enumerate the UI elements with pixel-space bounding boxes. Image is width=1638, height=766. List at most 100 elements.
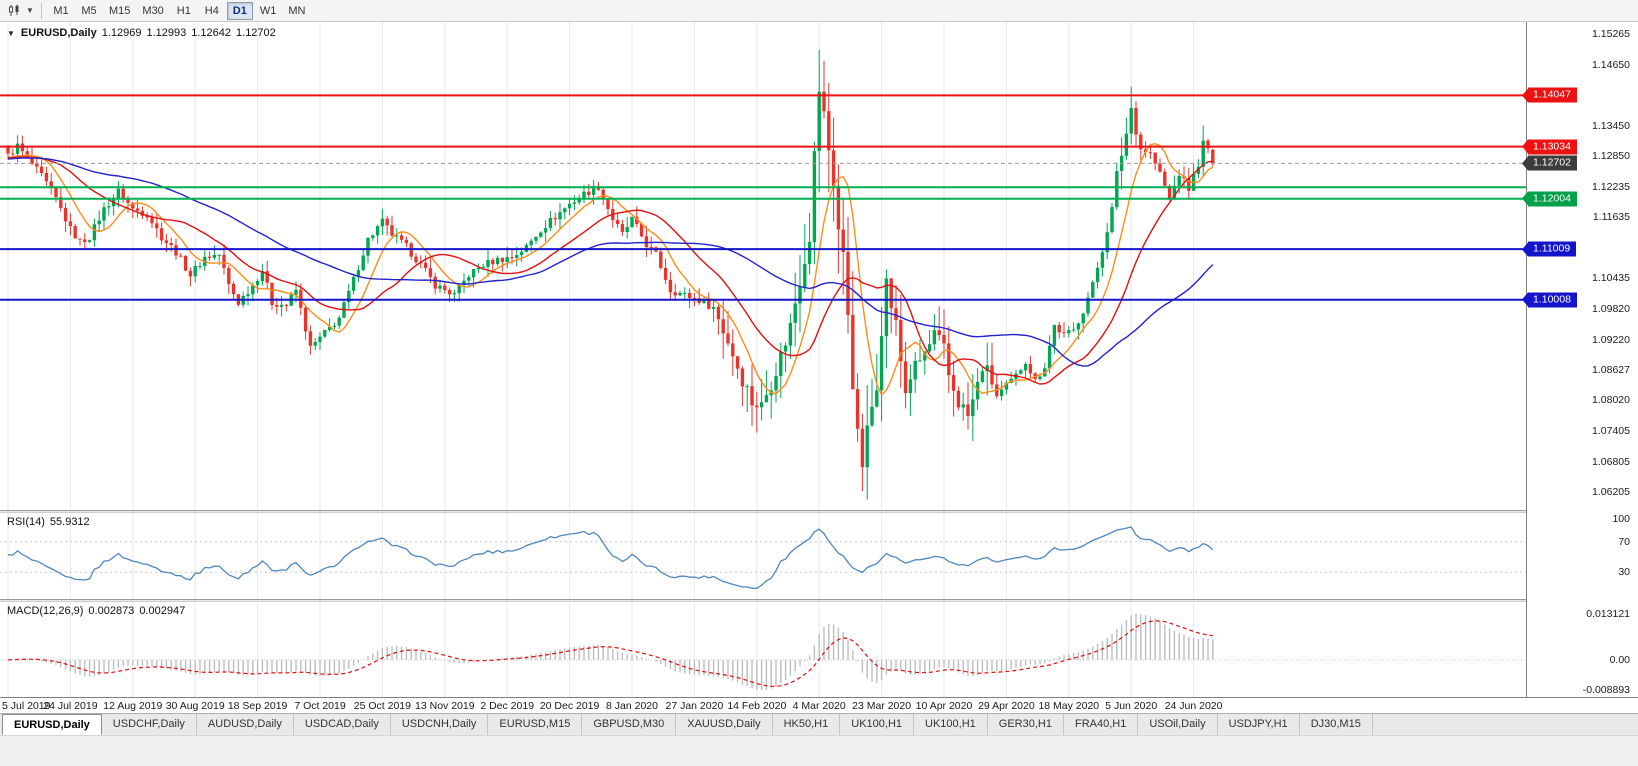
symbol-tab-UK100-H1[interactable]: UK100,H1 (840, 714, 915, 735)
symbol-tab-GBPUSD-M30[interactable]: GBPUSD,M30 (582, 714, 677, 735)
candlestick-glyph (8, 4, 18, 16)
bottom-strip (0, 735, 1638, 766)
chart-title: ▼ EURUSD,Daily 1.12969 1.12993 1.12642 1.127… (7, 27, 276, 39)
chart-symbol-label: EURUSD,Daily (20, 27, 97, 39)
price-tick: 1.07405 (1592, 425, 1630, 438)
chevron-down-icon[interactable]: ▼ (26, 6, 34, 15)
price-tick: 1.15265 (1592, 27, 1630, 40)
grid-lines (7, 22, 1195, 510)
symbol-tab-DJ30-M15[interactable]: DJ30,M15 (1300, 714, 1373, 735)
timeframe-button-D1[interactable]: D1 (226, 1, 253, 20)
candles-series (6, 49, 1215, 500)
price-tick: 1.14650 (1592, 58, 1630, 71)
date-label: 18 May 2020 (1038, 700, 1100, 712)
date-label: 23 Mar 2020 (852, 700, 912, 712)
toolbar-separator (41, 2, 42, 19)
price-flag: 1.10008 (1522, 292, 1577, 308)
date-label: 5 Jun 2020 (1105, 700, 1158, 712)
timeframe-button-M15[interactable]: M15 (109, 4, 131, 17)
date-label: 30 Aug 2019 (165, 700, 225, 712)
macd-name: MACD(12,26,9) (7, 605, 84, 617)
price-tick: 1.12850 (1592, 150, 1630, 162)
flag-notch-icon (1522, 88, 1528, 103)
symbol-tab-USDCHF-Daily[interactable]: USDCHF,Daily (102, 714, 197, 735)
date-label: 5 Jul 2019 (2, 700, 51, 712)
symbol-tab-FRA40-H1[interactable]: FRA40,H1 (1064, 714, 1139, 735)
symbol-tab-USOil-Daily[interactable]: USOil,Daily (1138, 714, 1218, 735)
price-flag: 1.12702 (1522, 155, 1577, 171)
grid-lines (7, 602, 1195, 697)
price-flag: 1.12004 (1522, 191, 1577, 207)
price-tick: 1.08020 (1592, 394, 1630, 407)
timeframe-button-H4[interactable]: H4 (204, 4, 219, 17)
flag-notch-icon (1522, 242, 1528, 257)
symbol-tab-EURUSD-M15[interactable]: EURUSD,M15 (488, 714, 583, 735)
timeframe-button-M30[interactable]: M30 (142, 4, 164, 17)
macd-axis-tick: 0.00 (1609, 653, 1630, 666)
macd-signal-value: 0.002947 (139, 605, 186, 617)
date-label: 12 Aug 2019 (103, 700, 163, 712)
time-axis[interactable]: 5 Jul 2019 24 Jul 2019 12 Aug 2019 30 Aug 2… (0, 697, 1638, 713)
high-value: 1.12993 (146, 27, 187, 39)
symbol-tab-HK50-H1[interactable]: HK50,H1 (773, 714, 841, 735)
date-label: 10 Apr 2020 (915, 700, 973, 712)
macd-histogram (7, 614, 1214, 690)
symbol-tab-USDCAD-Daily[interactable]: USDCAD,Daily (294, 714, 391, 735)
timeframe-button-H1[interactable]: H1 (176, 4, 191, 17)
flag-notch-icon (1522, 191, 1528, 206)
timeframe-button-W1[interactable]: W1 (259, 4, 277, 17)
chart-tab-bar: EURUSD,Daily USDCHF,Daily AUDUSD,Daily USDC… (0, 713, 1638, 735)
symbol-tab-EURUSD-Daily[interactable]: EURUSD,Daily (2, 714, 102, 735)
macd-main-value: 0.002873 (88, 605, 135, 617)
rsi-value: 55.9312 (49, 516, 90, 528)
price-tick: 1.10435 (1592, 272, 1630, 285)
main-chart-canvas[interactable] (0, 22, 1526, 510)
ma-8-line (7, 142, 1214, 396)
price-axis[interactable]: 1.15265 1.14650 1.13450 1.12850 1.12235 1.116… (1522, 22, 1638, 697)
timeframe-button-M5[interactable]: M5 (81, 4, 97, 17)
panel-separator[interactable] (0, 510, 1638, 513)
symbol-dropdown-icon[interactable]: ▼ (7, 28, 15, 38)
symbol-tab-AUDUSD-Daily[interactable]: AUDUSD,Daily (197, 714, 294, 735)
candlestick-chart-icon[interactable] (4, 2, 24, 20)
price-tick: 1.08627 (1592, 363, 1630, 376)
panel-separator[interactable] (0, 599, 1638, 602)
date-label: 8 Jan 2020 (606, 700, 658, 712)
rsi-name: RSI(14) (7, 516, 45, 528)
date-label: 20 Dec 2019 (539, 700, 600, 712)
symbol-tab-UK100-H1[interactable]: UK100,H1 (914, 714, 988, 735)
open-value: 1.12969 (101, 27, 142, 39)
timeframe-button-M1[interactable]: M1 (53, 4, 69, 17)
low-value: 1.12642 (191, 27, 232, 39)
rsi-axis-tick: 100 (1612, 513, 1630, 525)
moving-average-lines (7, 142, 1214, 396)
symbol-tab-USDCNH-Daily[interactable]: USDCNH,Daily (391, 714, 489, 735)
symbol-tab-USDJPY-H1[interactable]: USDJPY,H1 (1218, 714, 1300, 735)
macd-signal-line (7, 620, 1213, 688)
rsi-axis-tick: 70 (1618, 535, 1630, 548)
price-tick: 1.12235 (1592, 181, 1630, 194)
timeframe-button-MN[interactable]: MN (288, 4, 306, 17)
date-label: 24 Jun 2020 (1164, 700, 1223, 712)
chart-ohlc-values: 1.12969 1.12993 1.12642 1.12702 (97, 27, 276, 39)
date-label: 24 Jul 2019 (43, 700, 98, 712)
date-label: 2 Dec 2019 (480, 700, 535, 712)
price-tick: 1.06805 (1592, 455, 1630, 468)
rsi-panel-canvas[interactable] (0, 513, 1526, 599)
horizontal-level-lines (0, 94, 1526, 301)
price-flag: 1.11009 (1522, 241, 1577, 257)
macd-indicator-label: MACD(12,26,9) 0.002873 0.002947 (7, 605, 185, 617)
macd-panel-canvas[interactable] (0, 602, 1526, 697)
symbol-tab-GER30-H1[interactable]: GER30,H1 (988, 714, 1064, 735)
date-label: 13 Nov 2019 (415, 700, 475, 712)
flag-notch-icon (1522, 156, 1528, 171)
flag-notch-icon (1522, 139, 1528, 154)
rsi-axis-tick: 30 (1618, 566, 1630, 579)
flag-notch-icon (1522, 292, 1528, 307)
symbol-tab-XAUUSD-Daily[interactable]: XAUUSD,Daily (676, 714, 773, 735)
date-label: 14 Feb 2020 (727, 700, 787, 712)
date-label: 29 Apr 2020 (978, 700, 1035, 712)
grid-lines (7, 513, 1195, 599)
date-label: 27 Jan 2020 (665, 700, 724, 712)
